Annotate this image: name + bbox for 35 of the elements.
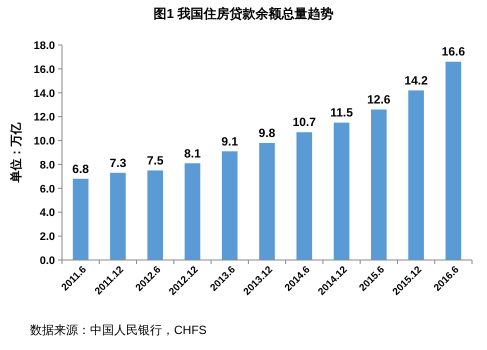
chart-title: 图1 我国住房贷款余额总量趋势 [154,6,334,21]
source-note: 数据来源：中国人民银行，CHFS [30,323,207,337]
y-tick-label: 0.0 [40,255,55,267]
y-tick-label: 4.0 [40,207,55,220]
y-tick-label: 8.0 [40,159,55,172]
y-tick-label: 12.0 [34,112,55,124]
bar [259,142,275,260]
y-tick-label: 10.0 [34,136,55,148]
data-label: 16.6 [442,44,466,59]
bar [110,172,126,260]
y-tick-label: 2.0 [40,231,55,244]
data-label: 7.5 [146,153,164,168]
data-label: 9.1 [221,134,238,148]
y-tick-label: 18.0 [34,40,55,52]
data-label: 9.8 [258,126,276,140]
bar [334,122,350,260]
data-label: 6.8 [72,162,90,176]
bar [408,90,424,260]
bar [147,170,164,260]
data-label: 11.5 [330,106,354,120]
y-axis-title: 单位：万亿 [9,122,23,184]
bar [222,151,238,260]
y-tick-label: 16.0 [34,64,55,76]
y-tick-label: 14.0 [34,88,55,100]
bar [72,178,88,260]
data-label: 10.7 [292,115,316,130]
y-tick-label: 6.0 [40,183,55,196]
data-label: 8.1 [184,146,202,160]
data-label: 12.6 [367,92,391,106]
data-label: 7.3 [110,156,127,170]
bar [370,110,387,260]
bar [446,62,462,260]
bar [184,163,200,260]
data-label: 14.2 [404,73,428,88]
bar [296,132,312,260]
